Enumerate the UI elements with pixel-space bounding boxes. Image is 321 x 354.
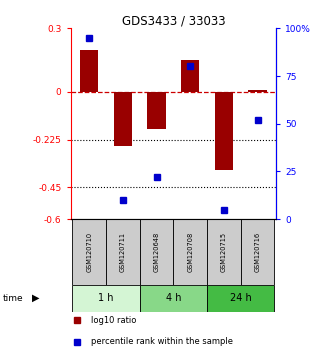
Bar [207, 219, 241, 285]
Text: log10 ratio: log10 ratio [91, 316, 136, 325]
Bar [106, 219, 140, 285]
Bar [140, 219, 173, 285]
Bar [181, 60, 199, 92]
Text: 24 h: 24 h [230, 293, 252, 303]
Text: GSM120716: GSM120716 [255, 232, 261, 272]
Text: time: time [3, 294, 24, 303]
Bar [114, 92, 132, 146]
Text: 4 h: 4 h [166, 293, 181, 303]
Bar [241, 219, 274, 285]
Bar [72, 285, 140, 312]
Bar [215, 92, 233, 170]
Text: 1 h: 1 h [98, 293, 114, 303]
Text: ▶: ▶ [32, 293, 39, 303]
Text: GSM120711: GSM120711 [120, 232, 126, 272]
Bar [207, 285, 274, 312]
Text: GSM120715: GSM120715 [221, 232, 227, 272]
Bar [80, 50, 99, 92]
Title: GDS3433 / 33033: GDS3433 / 33033 [122, 14, 225, 27]
Text: GSM120648: GSM120648 [153, 232, 160, 272]
Bar [248, 90, 267, 92]
Bar [140, 285, 207, 312]
Text: GSM120708: GSM120708 [187, 232, 193, 272]
Bar [72, 219, 106, 285]
Text: GSM120710: GSM120710 [86, 232, 92, 272]
Text: percentile rank within the sample: percentile rank within the sample [91, 337, 233, 347]
Bar [147, 92, 166, 129]
Bar [173, 219, 207, 285]
